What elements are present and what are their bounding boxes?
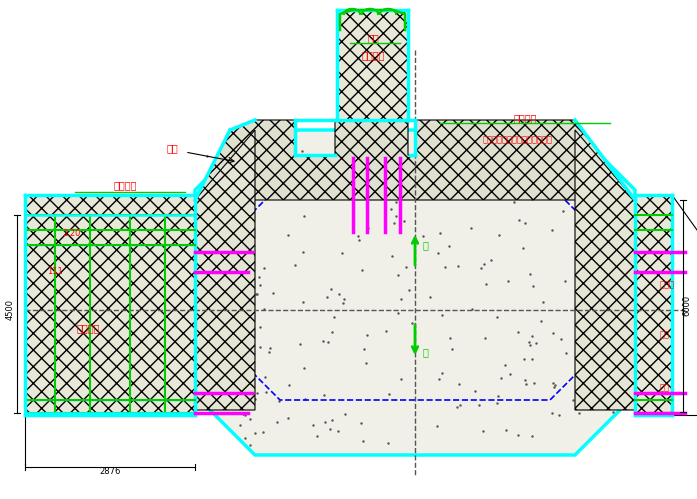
Bar — [25, 195, 195, 415]
Polygon shape — [195, 130, 635, 455]
Polygon shape — [575, 130, 635, 410]
Text: 北: 北 — [423, 240, 429, 250]
Polygon shape — [195, 120, 635, 200]
Text: 111: 111 — [47, 267, 63, 276]
Text: 护栏: 护栏 — [660, 330, 670, 339]
Text: 2876: 2876 — [99, 468, 121, 477]
Text: 工作平台: 工作平台 — [113, 180, 137, 190]
Polygon shape — [195, 130, 255, 410]
Text: 工作平台: 工作平台 — [513, 113, 537, 123]
Text: 4500: 4500 — [6, 299, 15, 320]
Text: 安装与拆除斜拉索专用机平台用: 安装与拆除斜拉索专用机平台用 — [483, 136, 553, 145]
Text: 扶栏: 扶栏 — [167, 143, 178, 153]
Bar — [635, 195, 672, 415]
Text: 中部平台: 中部平台 — [76, 323, 100, 333]
Text: 通行塔柱: 通行塔柱 — [361, 50, 385, 60]
Bar — [337, 10, 408, 120]
Text: 油道: 油道 — [367, 33, 379, 43]
Text: 南: 南 — [423, 347, 429, 357]
Text: 2.20: 2.20 — [63, 229, 81, 238]
Text: 角钢: 角钢 — [660, 384, 670, 393]
Text: 走道板: 走道板 — [660, 280, 675, 289]
Text: 6000: 6000 — [682, 294, 691, 315]
